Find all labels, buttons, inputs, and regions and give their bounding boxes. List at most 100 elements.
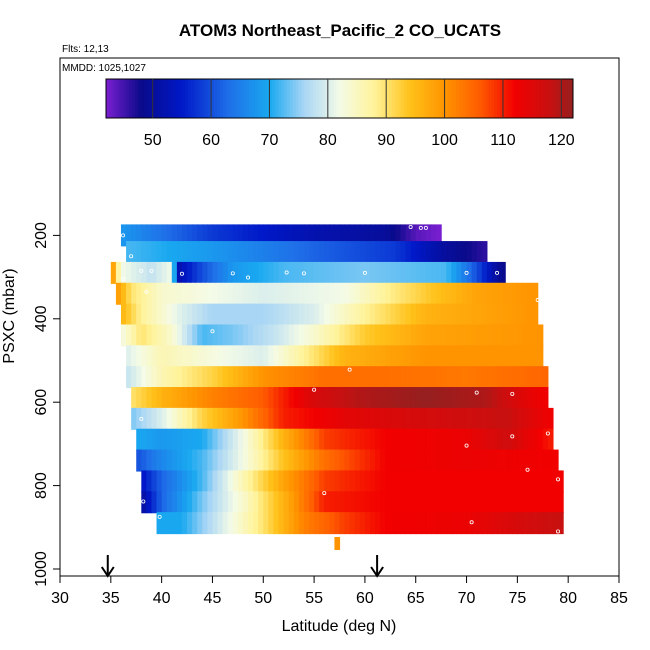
heatmap-cell	[197, 387, 203, 410]
heatmap-cell	[405, 282, 412, 305]
heatmap-cell	[248, 224, 254, 247]
heatmap-cell	[537, 345, 544, 368]
heatmap-cell	[202, 224, 208, 247]
colorbar-cell	[558, 79, 562, 118]
heatmap-cell	[253, 428, 259, 451]
colorbar-cell	[231, 79, 235, 118]
colorbar-cell	[459, 79, 463, 118]
heatmap-cell	[349, 324, 356, 347]
heatmap-cell	[349, 449, 356, 472]
heatmap-cell	[441, 261, 447, 284]
heatmap-cell	[242, 261, 249, 284]
heatmap-cell	[222, 428, 229, 451]
heatmap-cell	[197, 241, 203, 264]
heatmap-cell	[436, 366, 442, 389]
colorbar-cell	[330, 79, 335, 118]
colorbar-cell	[304, 79, 308, 118]
heatmap-cell	[303, 407, 310, 430]
heatmap-cell	[481, 303, 488, 326]
heatmap-cell	[115, 282, 122, 305]
heatmap-cell	[502, 449, 508, 472]
heatmap-cell	[227, 241, 234, 264]
heatmap-cell	[314, 241, 320, 264]
heatmap-cell	[293, 491, 300, 514]
heatmap-cell	[385, 345, 391, 368]
colorbar-cell	[371, 79, 376, 118]
colorbar-cell	[540, 79, 545, 118]
heatmap-cell	[344, 366, 351, 389]
heatmap-cell	[481, 241, 488, 264]
heatmap-cell	[187, 491, 193, 514]
heatmap-cell	[471, 366, 478, 389]
heatmap-cell	[476, 512, 483, 535]
heatmap-cell	[227, 261, 234, 284]
heatmap-cell	[258, 241, 264, 264]
heatmap-cell	[253, 282, 259, 305]
heatmap-cell	[400, 366, 407, 389]
heatmap-cell	[451, 366, 457, 389]
data-point	[362, 270, 367, 275]
heatmap-cell	[253, 407, 259, 430]
heatmap-cell	[309, 491, 315, 514]
x-tick-label: 35	[102, 590, 120, 607]
colorbar-cell	[462, 79, 466, 118]
heatmap-cell	[161, 241, 168, 264]
heatmap-cell	[369, 512, 376, 535]
colorbar-cell	[505, 79, 510, 118]
heatmap-cell	[273, 449, 280, 472]
heatmap-cell	[248, 366, 254, 389]
heatmap-cell	[380, 282, 386, 305]
heatmap-cell	[491, 324, 498, 347]
heatmap-cell	[324, 282, 330, 305]
heatmap-cell	[481, 407, 488, 430]
heatmap-cell	[430, 470, 437, 493]
heatmap-cell	[242, 470, 249, 493]
heatmap-cell	[212, 428, 219, 451]
heatmap-cell	[425, 428, 432, 451]
heatmap-cell	[512, 491, 518, 514]
heatmap-cell	[263, 491, 269, 514]
heatmap-cell	[415, 512, 422, 535]
heatmap-cell	[380, 428, 386, 451]
heatmap-cell	[410, 241, 417, 264]
heatmap-cell	[151, 282, 158, 305]
heatmap-cell	[415, 449, 422, 472]
heatmap-cell	[385, 366, 391, 389]
colorbar-cell	[143, 79, 148, 118]
heatmap-cell	[293, 387, 300, 410]
heatmap-cell	[461, 261, 468, 284]
colorbar-cell	[412, 79, 416, 118]
heatmap-cell	[242, 324, 249, 347]
heatmap-cell	[537, 491, 544, 514]
heatmap-cell	[202, 470, 208, 493]
heatmap-cell	[507, 512, 513, 535]
heatmap-cell	[497, 470, 503, 493]
heatmap-cell	[446, 282, 452, 305]
heatmap-cell	[314, 387, 320, 410]
heatmap-cell	[232, 387, 239, 410]
heatmap-cell	[349, 224, 356, 247]
heatmap-cell	[400, 303, 407, 326]
heatmap-cell	[141, 224, 147, 247]
heatmap-cell	[187, 224, 193, 247]
heatmap-cell	[192, 324, 198, 347]
heatmap-cell	[364, 303, 371, 326]
heatmap-cell	[176, 261, 183, 284]
colorbar-tick-label: 100	[431, 132, 458, 149]
colorbar-cell	[219, 79, 224, 118]
heatmap-cell	[380, 224, 386, 247]
heatmap-cell	[131, 241, 137, 264]
heatmap-cell	[227, 387, 234, 410]
heatmap-cell	[166, 491, 173, 514]
heatmap-cell	[217, 407, 224, 430]
heatmap-cell	[425, 512, 432, 535]
heatmap-cell	[400, 324, 407, 347]
heatmap-cell	[197, 428, 203, 451]
heatmap-cell	[410, 512, 417, 535]
heatmap-cell	[293, 449, 300, 472]
heatmap-cell	[369, 407, 376, 430]
heatmap-cell	[288, 428, 295, 451]
heatmap-cell	[319, 324, 325, 347]
heatmap-cell	[120, 224, 127, 247]
heatmap-cell	[161, 324, 168, 347]
